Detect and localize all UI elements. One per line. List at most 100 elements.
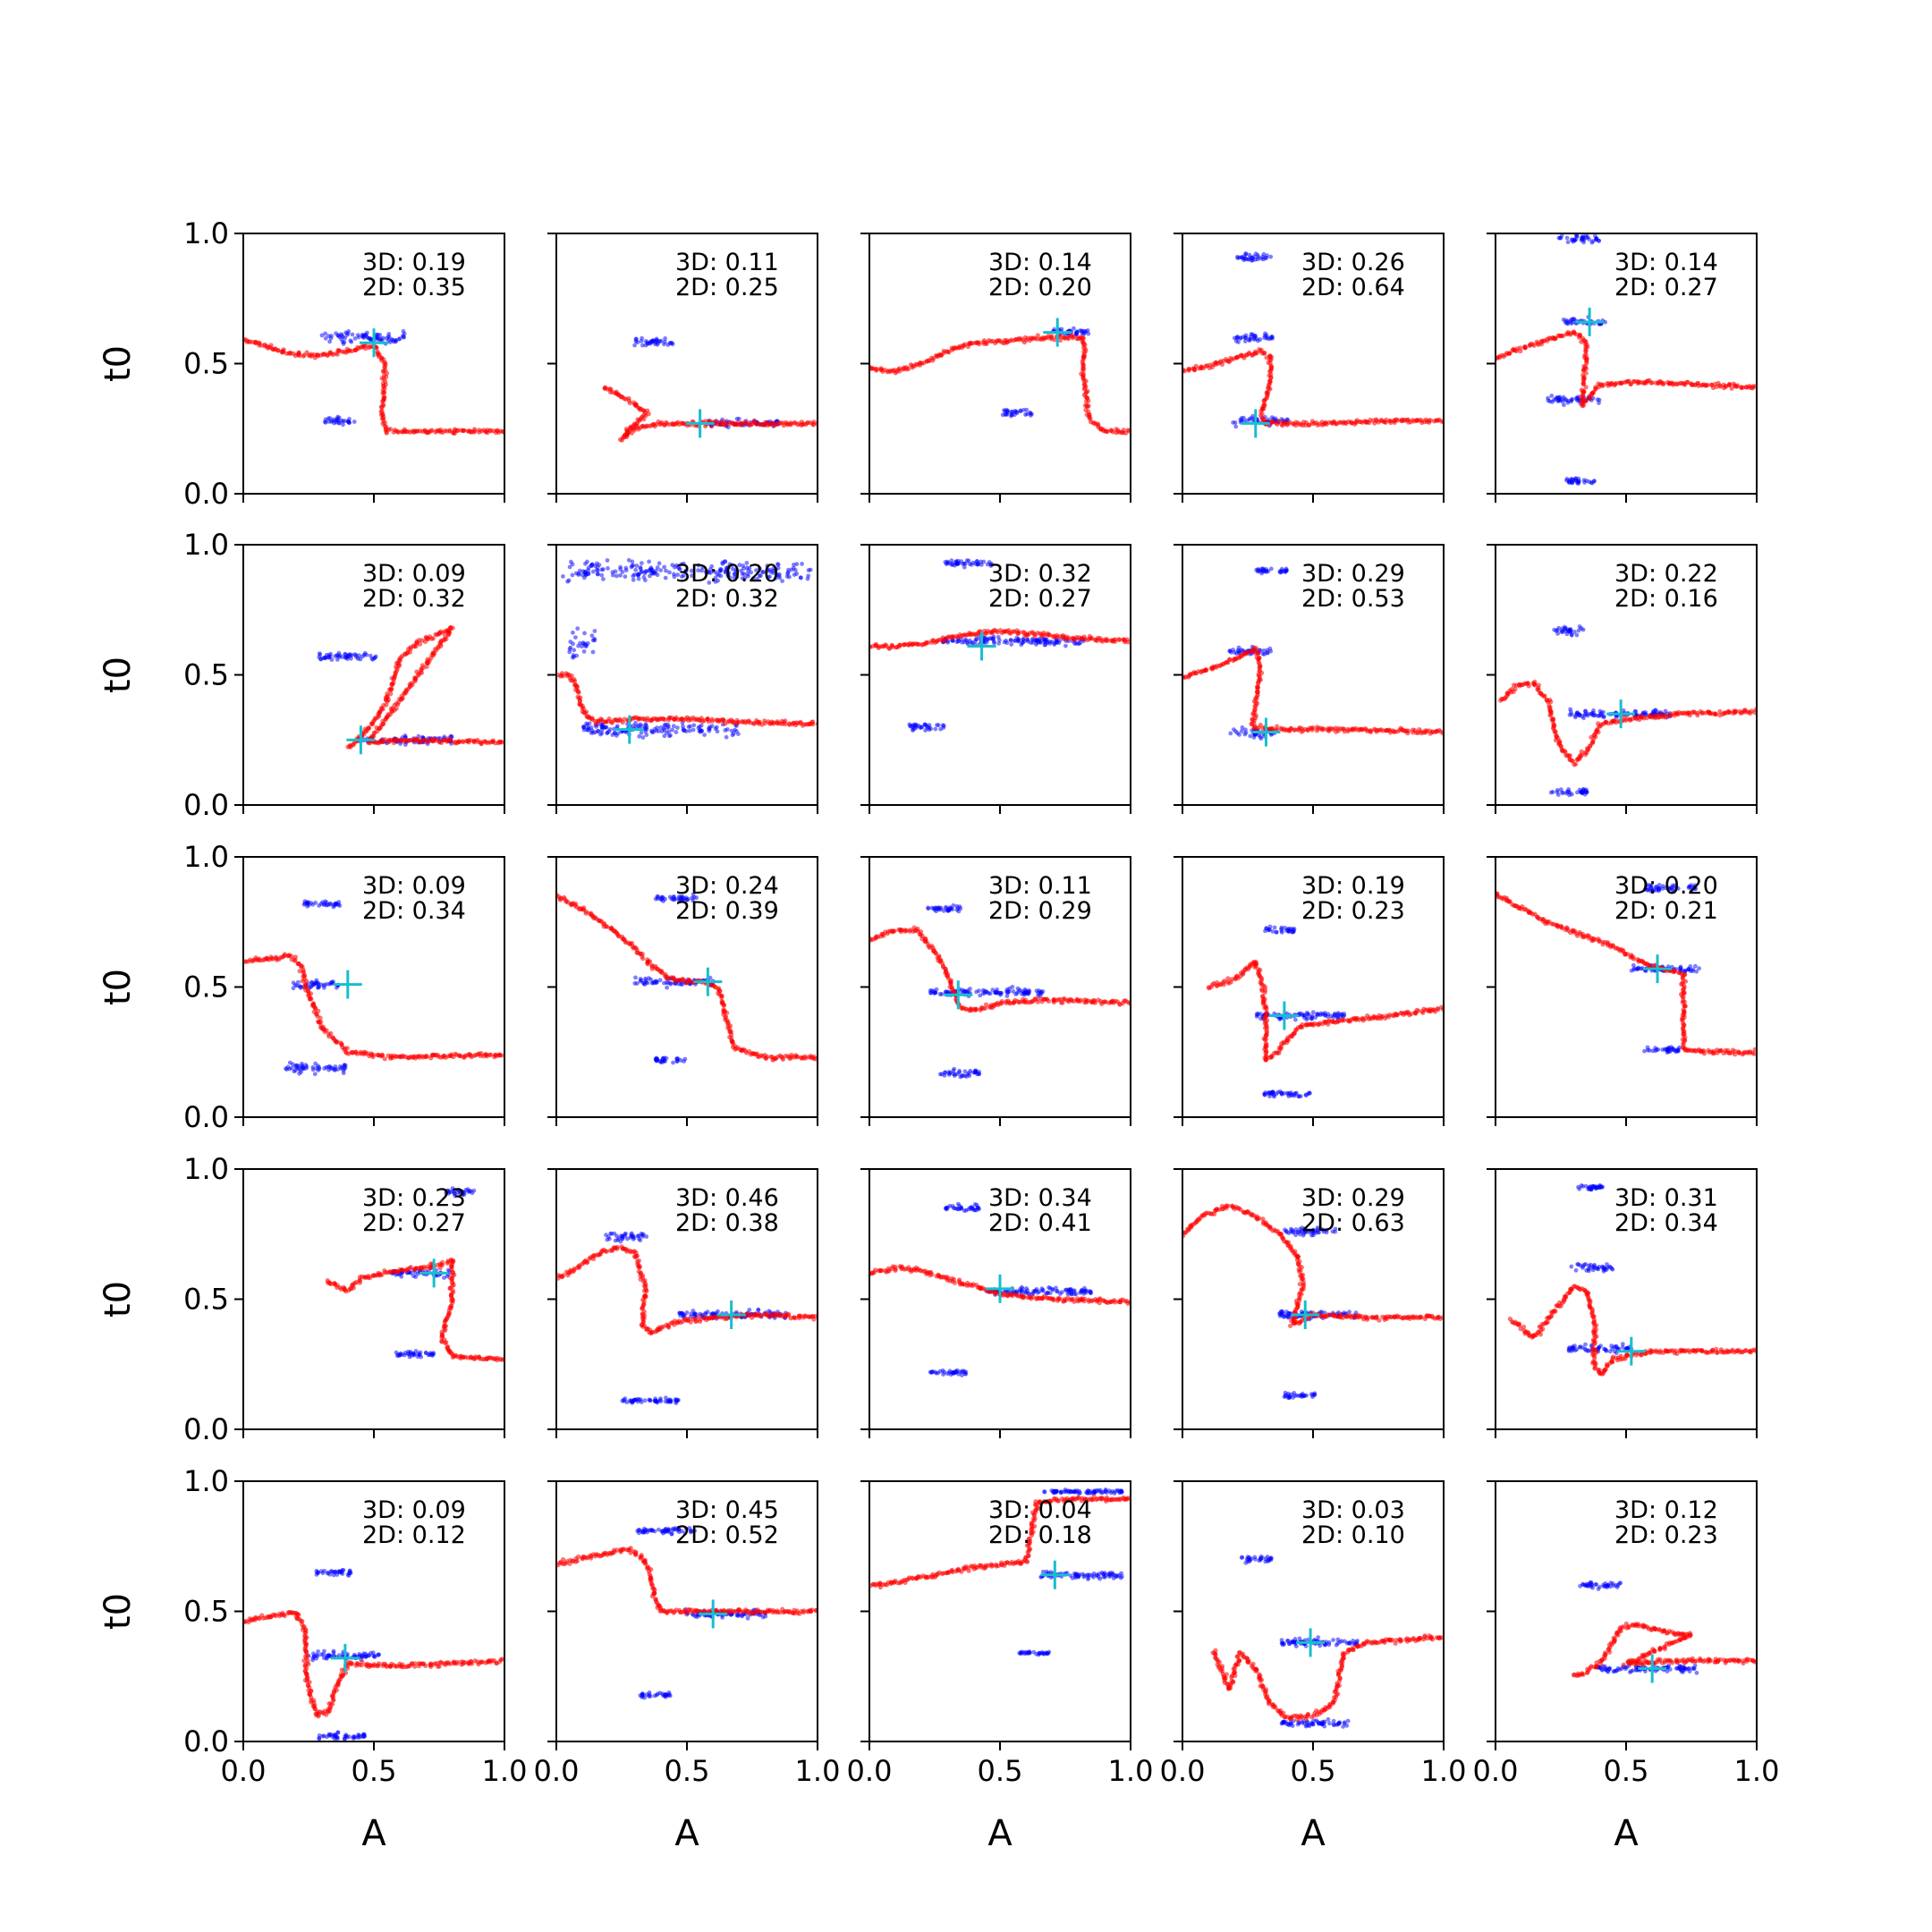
blue-point [946,908,952,913]
blue-point [644,733,649,737]
blue-point [618,564,623,570]
y-tick-label: 0.5 [183,347,229,381]
annotation-3d: 3D: 0.24 [675,872,779,900]
annotation-3d: 3D: 0.22 [1614,560,1718,588]
blue-point [330,419,335,424]
blue-point [1572,715,1578,720]
red-point [1542,693,1547,699]
plot-area [869,318,1131,436]
blue-point [974,559,979,564]
blue-point [675,725,680,730]
red-point [561,674,566,679]
blue-point [1563,624,1567,630]
blue-point [1243,251,1249,257]
red-point [385,691,390,697]
blue-point [1577,624,1582,629]
red-point [617,436,623,442]
blue-points [632,335,781,430]
red-point [722,1002,727,1008]
blue-point [979,563,984,567]
blue-point [994,989,999,995]
blue-point [1014,991,1020,996]
red-point [1113,639,1118,644]
blue-point [1663,708,1668,714]
blue-point [1572,238,1577,243]
blue-point [599,567,605,572]
blue-point [606,566,610,571]
blue-point [670,563,675,568]
blue-point [1039,991,1044,996]
blue-point [326,981,331,987]
blue-point [1233,420,1238,425]
blue-point [760,570,765,574]
blue-point [640,343,645,348]
blue-point [350,332,355,337]
blue-point [667,570,672,575]
red-point [1579,749,1584,754]
red-point [354,1051,360,1056]
blue-point [732,575,737,580]
red-point [1583,349,1589,354]
blue-point [765,564,770,568]
blue-point [655,565,660,570]
blue-point [618,572,623,578]
red-point [1423,730,1428,735]
blue-point [1570,396,1575,402]
blue-point [369,337,374,342]
red-point [874,368,879,373]
red-point [580,706,585,711]
blue-point [561,574,565,579]
blue-point [346,420,352,426]
blue-point [652,726,657,732]
blue-points [1546,233,1607,486]
blue-point [1268,254,1274,259]
red-point [275,348,281,353]
blue-point [1241,256,1246,261]
blue-point [638,979,643,984]
blue-point [985,989,989,995]
blue-point [1248,416,1253,421]
red-point [1583,385,1589,390]
blue-point [1283,570,1288,574]
red-point [572,679,578,684]
blue-point [953,559,959,564]
red-point [487,1052,493,1057]
annotation-2d: 2D: 0.32 [362,585,466,613]
blue-point [724,727,730,732]
red-point [388,427,394,432]
blue-point [926,906,931,911]
red-point [1035,333,1040,338]
blue-point [733,569,739,574]
blue-point [1595,397,1600,402]
red-point [455,428,461,433]
red-point [1368,729,1373,735]
blue-point [575,626,580,631]
red-point [1507,351,1513,356]
blue-point [341,419,345,424]
blue-point [292,1069,297,1074]
blue-point [729,728,734,733]
blue-point [775,562,780,566]
blue-point [592,629,597,633]
blue-point [936,905,941,911]
blue-point [776,572,782,577]
blue-point [649,568,655,573]
blue-point [1603,319,1607,325]
red-point [429,428,435,433]
red-point [780,1056,786,1062]
red-point [1518,345,1523,351]
blue-point [683,568,689,573]
blue-point [573,571,579,576]
blue-point [662,733,667,739]
blue-point [615,731,621,736]
blue-point [665,722,671,727]
blue-point [1576,481,1580,486]
annotation-2d: 2D: 0.27 [1614,274,1718,301]
blue-point [997,638,1002,643]
blue-point [639,570,644,575]
blue-point [605,558,610,563]
blue-point [671,897,675,902]
